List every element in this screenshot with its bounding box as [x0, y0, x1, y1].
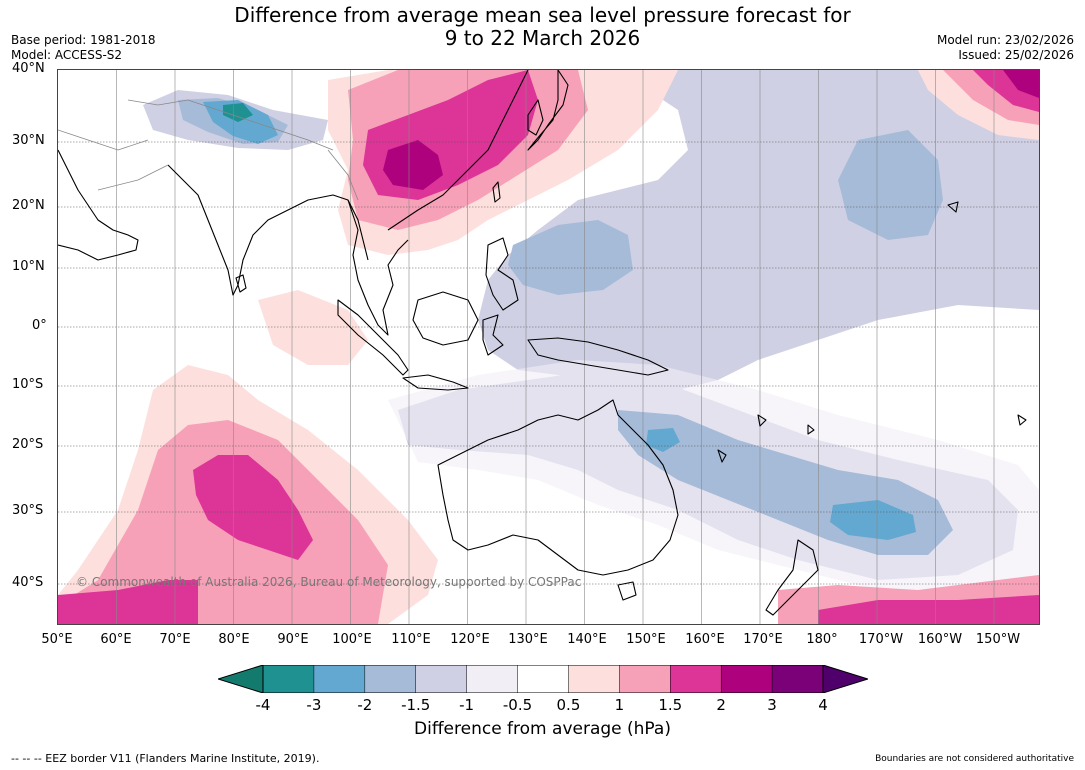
eez-legend: -- -- -- EEZ border V11 (Flanders Marine…	[11, 752, 320, 765]
boundaries-disclaimer: Boundaries are not considered authoritat…	[875, 754, 1074, 764]
model-name: Model: ACCESS-S2	[11, 48, 123, 62]
meridians	[116, 70, 995, 624]
colorbar-cell	[262, 665, 315, 693]
title-line-2: 9 to 22 March 2026	[444, 26, 641, 50]
title-line-1: Difference from average mean sea level p…	[234, 3, 851, 27]
lon-label-110e: 110°E	[391, 632, 431, 647]
colorbar-label: Difference from average (hPa)	[414, 719, 671, 739]
lat-label-40n: 40°N	[12, 61, 45, 76]
anomaly-region-tropical-moderate-negative	[508, 220, 633, 295]
colorbar-tick-label: -3	[306, 696, 322, 714]
copyright-notice: © Commonwealth of Australia 2026, Bureau…	[76, 575, 582, 589]
lon-label-160w: 160°W	[917, 632, 963, 647]
map-panel	[57, 69, 1040, 625]
colorbar-cell	[720, 665, 773, 693]
lon-label-170e: 170°E	[743, 632, 783, 647]
colorbar-tick-label: 3	[767, 696, 777, 714]
colorbar-over-triangle	[822, 665, 868, 693]
anomaly-region-east-asia-very-strong-positive	[383, 140, 443, 190]
anomaly-region-central-pacific-moderate-negative	[838, 130, 943, 240]
colorbar-tick-label: 1.5	[658, 696, 683, 714]
lon-label-70e: 70°E	[159, 632, 191, 647]
lat-label-30n: 30°N	[12, 133, 45, 148]
chart-title: Difference from average mean sea level p…	[0, 4, 1085, 50]
colorbar-cell	[619, 665, 672, 693]
anomaly-region-coral-strong-negative	[646, 428, 680, 452]
meta-left: Base period: 1981-2018 Model: ACCESS-S2	[11, 33, 156, 63]
colorbar-cell	[568, 665, 621, 693]
lon-label-50e: 50°E	[41, 632, 73, 647]
coastlines	[58, 70, 1027, 616]
lon-label-180: 180°	[806, 632, 838, 647]
lat-label-40s: 40°S	[12, 575, 44, 590]
lon-label-140e: 140°E	[567, 632, 607, 647]
lon-label-120e: 120°E	[450, 632, 490, 647]
colorbar-tick-label: 4	[818, 696, 828, 714]
lon-label-170w: 170°W	[858, 632, 904, 647]
colorbar-cell	[415, 665, 468, 693]
colorbar-tick-label: -1.5	[401, 696, 431, 714]
anomaly-region-southern-ocean-strong-positive	[58, 580, 198, 624]
model-run: Model run: 23/02/2026	[936, 33, 1074, 47]
lat-label-10n: 10°N	[12, 259, 45, 274]
colorbar-tick-label: -0.5	[502, 696, 533, 714]
colorbar-under-triangle	[218, 665, 264, 693]
colorbar-outline	[262, 665, 824, 693]
lat-label-10s: 10°S	[12, 377, 44, 392]
colorbar-cell	[466, 665, 519, 693]
anomaly-region-equatorial-indian-weak-positive	[258, 290, 368, 365]
colorbar	[218, 665, 868, 693]
lon-label-100e: 100°E	[332, 632, 372, 647]
colorbar-cells	[262, 665, 824, 693]
base-period: Base period: 1981-2018	[11, 33, 156, 47]
colorbar-tick-label: 2	[716, 696, 726, 714]
colorbar-tick-label: 1	[614, 696, 625, 714]
lon-label-80e: 80°E	[218, 632, 250, 647]
country-borders	[58, 99, 359, 201]
map-svg	[58, 70, 1039, 624]
meta-right: Model run: 23/02/2026 Issued: 25/02/2026	[937, 33, 1074, 63]
anomaly-region-south-east-strong-positive	[818, 595, 1039, 624]
anomaly-region-tibet-very-strong-negative	[223, 103, 253, 122]
colorbar-cell	[771, 665, 824, 693]
colorbar-tick-label: -2	[357, 696, 373, 714]
lat-label-20s: 20°S	[12, 437, 44, 452]
lon-label-160e: 160°E	[685, 632, 725, 647]
issued-date: Issued: 25/02/2026	[958, 48, 1074, 62]
colorbar-tick-label: 0.5	[556, 696, 581, 714]
colorbar-cell	[313, 665, 366, 693]
anomaly-region-north-pacific-very-strong-positive	[1003, 70, 1039, 98]
lon-label-130e: 130°E	[508, 632, 548, 647]
colorbar-cell	[517, 665, 570, 693]
lat-label-20n: 20°N	[12, 198, 45, 213]
colorbar-tick-label: -1	[459, 696, 475, 714]
colorbar-cell	[364, 665, 417, 693]
lon-label-90e: 90°E	[277, 632, 309, 647]
anomaly-region-indian-ocean-strong-positive	[193, 455, 313, 560]
lat-label-eq: 0°	[32, 318, 47, 333]
lon-label-60e: 60°E	[100, 632, 132, 647]
lat-label-30s: 30°S	[12, 503, 44, 518]
lon-label-150w: 150°W	[975, 632, 1021, 647]
colorbar-tick-label: -4	[255, 696, 271, 714]
colorbar-cell	[670, 665, 722, 693]
anomaly-region-tasman-strong-negative	[830, 500, 916, 540]
lon-label-150e: 150°E	[626, 632, 666, 647]
